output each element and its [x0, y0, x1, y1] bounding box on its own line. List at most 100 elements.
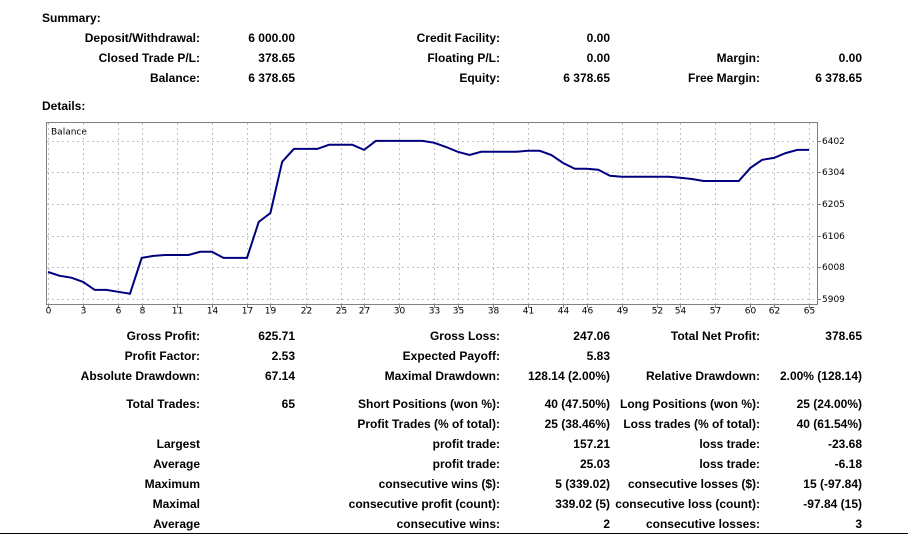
- stat-value: 6 378.65: [563, 71, 610, 85]
- stat-value: -6.18: [834, 457, 862, 471]
- stat-label: Maximal Drawdown:: [384, 369, 500, 383]
- stat-value: 157.21: [573, 437, 610, 451]
- stat-value: 3: [855, 517, 862, 531]
- x-tick-label: 62: [769, 307, 780, 317]
- x-tick-label: 22: [301, 307, 312, 317]
- stat-value: 6 378.65: [815, 71, 862, 85]
- x-tick-label: 49: [617, 307, 629, 317]
- x-tick-label: 3: [81, 307, 87, 317]
- y-tick-label: 5909: [822, 295, 845, 305]
- stat-value: 2: [603, 517, 610, 531]
- stat-label: consecutive losses:: [645, 517, 760, 531]
- stat-label: consecutive wins ($):: [378, 477, 500, 491]
- x-tick-label: 17: [242, 307, 253, 317]
- stat-value: 6 378.65: [248, 71, 295, 85]
- x-tick-label: 41: [523, 307, 534, 317]
- x-tick-label: 8: [140, 307, 146, 317]
- stat-label: Margin:: [716, 51, 760, 65]
- stat-value: 65: [281, 397, 295, 411]
- x-tick-label: 27: [359, 307, 370, 317]
- x-tick-label: 38: [488, 307, 500, 317]
- stat-label: Free Margin:: [687, 71, 760, 85]
- x-tick-label: 57: [710, 307, 721, 317]
- stat-label: consecutive loss (count):: [615, 497, 760, 511]
- stat-label: Total Trades:: [126, 397, 200, 411]
- x-tick-label: 0: [46, 307, 52, 317]
- x-tick-label: 35: [453, 307, 464, 317]
- series-label: Balance: [51, 128, 87, 138]
- stat-label: Equity:: [459, 71, 500, 85]
- stat-label: profit trade:: [432, 437, 500, 451]
- stat-value: 2.00% (128.14): [779, 369, 862, 383]
- stat-label: Credit Facility:: [416, 31, 500, 45]
- stat-value: 6 000.00: [248, 31, 295, 45]
- stat-value: 25 (24.00%): [796, 397, 862, 411]
- stat-value: 625.71: [258, 329, 295, 343]
- stat-label: Absolute Drawdown:: [80, 369, 200, 383]
- stat-label: Relative Drawdown:: [645, 369, 760, 383]
- x-tick-label: 65: [804, 307, 815, 317]
- stat-value: 0.00: [586, 31, 610, 45]
- stat-value: 247.06: [573, 329, 610, 343]
- stat-label: Maximal: [152, 497, 200, 511]
- x-tick-label: 54: [675, 307, 687, 317]
- x-tick-label: 19: [265, 307, 277, 317]
- stat-value: 128.14 (2.00%): [527, 369, 610, 383]
- x-tick-label: 25: [336, 307, 347, 317]
- stat-label: Profit Trades (% of total):: [357, 417, 500, 431]
- stat-label: consecutive profit (count):: [348, 497, 500, 511]
- stat-label: Total Net Profit:: [670, 329, 760, 343]
- stat-value: -97.84 (15): [803, 497, 862, 511]
- stat-label: Deposit/Withdrawal:: [84, 31, 200, 45]
- stat-label: consecutive losses ($):: [627, 477, 760, 491]
- stat-label: Profit Factor:: [124, 349, 200, 363]
- x-tick-label: 46: [582, 307, 594, 317]
- x-tick-label: 6: [116, 307, 122, 317]
- stat-value: -23.68: [827, 437, 862, 451]
- y-tick-label: 6106: [822, 232, 845, 242]
- stat-label: Balance:: [149, 71, 200, 85]
- stat-label: Gross Profit:: [126, 329, 200, 343]
- stat-value: 0.00: [586, 51, 610, 65]
- plot-frame: [46, 122, 818, 305]
- stat-label: Average: [153, 457, 200, 471]
- stat-label: loss trade:: [699, 457, 760, 471]
- stat-label: Floating P/L:: [427, 51, 500, 65]
- stat-value: 2.53: [271, 349, 295, 363]
- stat-value: 5.83: [586, 349, 610, 363]
- stat-label: loss trade:: [699, 437, 760, 451]
- stat-value: 378.65: [258, 51, 295, 65]
- x-tick-label: 52: [652, 307, 663, 317]
- stat-value: 5 (339.02): [555, 477, 610, 491]
- stat-value: 15 (-97.84): [803, 477, 862, 491]
- x-tick-label: 14: [207, 307, 219, 317]
- x-tick-label: 30: [394, 307, 406, 317]
- x-tick-label: 60: [745, 307, 757, 317]
- stat-value: 0.00: [838, 51, 862, 65]
- stat-label: Closed Trade P/L:: [98, 51, 200, 65]
- stat-value: 25 (38.46%): [544, 417, 610, 431]
- stat-label: profit trade:: [432, 457, 500, 471]
- x-tick-label: 33: [429, 307, 440, 317]
- y-tick-label: 6205: [822, 200, 845, 210]
- x-tick-label: 11: [172, 307, 183, 317]
- stat-label: Gross Loss:: [429, 329, 500, 343]
- stat-value: 40 (47.50%): [544, 397, 610, 411]
- stat-label: Loss trades (% of total):: [623, 417, 760, 431]
- balance-line: [47, 139, 809, 295]
- details-title: Details:: [42, 99, 86, 113]
- stat-value: 67.14: [264, 369, 295, 383]
- y-tick-label: 6304: [822, 168, 845, 178]
- stat-label: Maximum: [144, 477, 200, 491]
- y-tick-label: 6008: [822, 263, 845, 273]
- stat-value: 40 (61.54%): [796, 417, 862, 431]
- stat-label: Long Positions (won %):: [620, 397, 760, 411]
- stat-value: 378.65: [825, 329, 862, 343]
- stat-label: Expected Payoff:: [402, 349, 500, 363]
- y-tick-label: 6402: [822, 137, 845, 147]
- stat-value: 25.03: [579, 457, 610, 471]
- stat-label: Short Positions (won %):: [358, 397, 500, 411]
- x-tick-label: 44: [558, 307, 570, 317]
